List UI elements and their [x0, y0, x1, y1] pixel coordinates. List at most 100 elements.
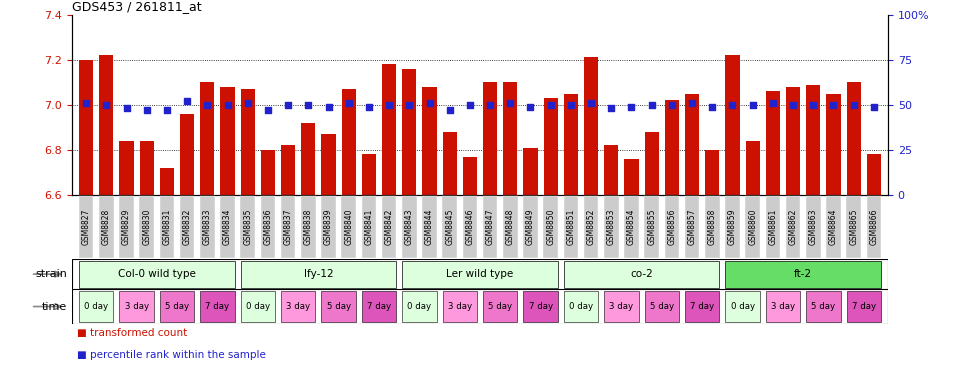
- Bar: [827, 94, 841, 195]
- Text: GSM8834: GSM8834: [223, 209, 232, 245]
- Point: [866, 104, 881, 110]
- Point: [846, 102, 861, 108]
- Point: [421, 100, 437, 105]
- Bar: [443, 132, 457, 195]
- Text: GSM8861: GSM8861: [768, 209, 778, 245]
- FancyBboxPatch shape: [725, 196, 740, 258]
- Text: 3 day: 3 day: [771, 302, 795, 311]
- Bar: [766, 92, 780, 195]
- Bar: [564, 94, 578, 195]
- Bar: [281, 145, 295, 195]
- Bar: [624, 159, 638, 195]
- Text: 7 day: 7 day: [690, 302, 714, 311]
- Point: [805, 102, 821, 108]
- Text: GSM8854: GSM8854: [627, 209, 636, 245]
- Text: 3 day: 3 day: [286, 302, 310, 311]
- Text: time: time: [42, 302, 67, 311]
- FancyBboxPatch shape: [483, 291, 517, 322]
- FancyBboxPatch shape: [604, 291, 638, 322]
- Bar: [867, 154, 881, 195]
- FancyBboxPatch shape: [564, 291, 598, 322]
- FancyBboxPatch shape: [827, 196, 841, 258]
- Text: GSM8827: GSM8827: [82, 209, 90, 245]
- Point: [523, 104, 539, 110]
- Bar: [382, 64, 396, 195]
- FancyBboxPatch shape: [726, 261, 881, 288]
- Point: [503, 100, 518, 105]
- Text: Ler wild type: Ler wild type: [446, 269, 514, 279]
- Bar: [523, 148, 538, 195]
- Text: GSM8842: GSM8842: [385, 209, 394, 245]
- Point: [79, 100, 94, 105]
- FancyBboxPatch shape: [402, 261, 558, 288]
- Bar: [584, 57, 598, 195]
- FancyBboxPatch shape: [159, 196, 174, 258]
- Text: GSM8849: GSM8849: [526, 209, 535, 245]
- Text: GSM8830: GSM8830: [142, 209, 152, 245]
- Text: GSM8846: GSM8846: [466, 209, 474, 245]
- Bar: [604, 145, 618, 195]
- Text: GSM8845: GSM8845: [445, 209, 454, 245]
- Text: GSM8844: GSM8844: [425, 209, 434, 245]
- Text: GSM8850: GSM8850: [546, 209, 555, 245]
- Bar: [422, 87, 437, 195]
- Bar: [301, 123, 316, 195]
- Text: GSM8863: GSM8863: [808, 209, 818, 245]
- Bar: [483, 82, 497, 195]
- Point: [200, 102, 215, 108]
- Bar: [119, 141, 133, 195]
- Text: 3 day: 3 day: [125, 302, 149, 311]
- Text: GSM8833: GSM8833: [203, 209, 212, 245]
- Text: Col-0 wild type: Col-0 wild type: [118, 269, 196, 279]
- FancyBboxPatch shape: [402, 196, 417, 258]
- Text: GSM8837: GSM8837: [283, 209, 293, 245]
- FancyBboxPatch shape: [584, 196, 598, 258]
- FancyBboxPatch shape: [119, 291, 154, 322]
- FancyBboxPatch shape: [220, 196, 235, 258]
- Bar: [706, 150, 719, 195]
- FancyBboxPatch shape: [624, 196, 638, 258]
- Text: GSM8852: GSM8852: [587, 209, 595, 245]
- FancyBboxPatch shape: [543, 196, 558, 258]
- FancyBboxPatch shape: [483, 196, 497, 258]
- Text: 3 day: 3 day: [447, 302, 472, 311]
- Text: GSM8858: GSM8858: [708, 209, 717, 245]
- FancyBboxPatch shape: [200, 196, 215, 258]
- Text: strain: strain: [36, 269, 67, 279]
- Bar: [261, 150, 275, 195]
- Text: 5 day: 5 day: [650, 302, 674, 311]
- Bar: [322, 134, 336, 195]
- FancyBboxPatch shape: [422, 196, 437, 258]
- Bar: [241, 89, 254, 195]
- Text: GSM8855: GSM8855: [647, 209, 657, 245]
- FancyBboxPatch shape: [443, 196, 457, 258]
- FancyBboxPatch shape: [241, 291, 275, 322]
- Point: [321, 104, 336, 110]
- Point: [341, 100, 356, 105]
- FancyBboxPatch shape: [99, 196, 113, 258]
- FancyBboxPatch shape: [867, 196, 881, 258]
- Point: [684, 100, 700, 105]
- FancyBboxPatch shape: [847, 291, 881, 322]
- FancyBboxPatch shape: [644, 291, 679, 322]
- Text: GSM8857: GSM8857: [687, 209, 697, 245]
- Text: GSM8839: GSM8839: [324, 209, 333, 245]
- Bar: [139, 141, 154, 195]
- Point: [765, 100, 780, 105]
- Point: [139, 108, 155, 113]
- Text: 0 day: 0 day: [246, 302, 270, 311]
- FancyBboxPatch shape: [564, 261, 719, 288]
- FancyBboxPatch shape: [847, 196, 861, 258]
- Text: 5 day: 5 day: [488, 302, 513, 311]
- Text: GSM8828: GSM8828: [102, 209, 110, 245]
- Text: GDS453 / 261811_at: GDS453 / 261811_at: [72, 0, 202, 13]
- FancyBboxPatch shape: [342, 196, 356, 258]
- FancyBboxPatch shape: [79, 196, 93, 258]
- Text: GSM8847: GSM8847: [486, 209, 494, 245]
- Text: 7 day: 7 day: [852, 302, 876, 311]
- Bar: [180, 114, 194, 195]
- Text: GSM8832: GSM8832: [182, 209, 192, 245]
- Text: GSM8851: GSM8851: [566, 209, 575, 245]
- FancyBboxPatch shape: [664, 196, 679, 258]
- Text: 7 day: 7 day: [205, 302, 229, 311]
